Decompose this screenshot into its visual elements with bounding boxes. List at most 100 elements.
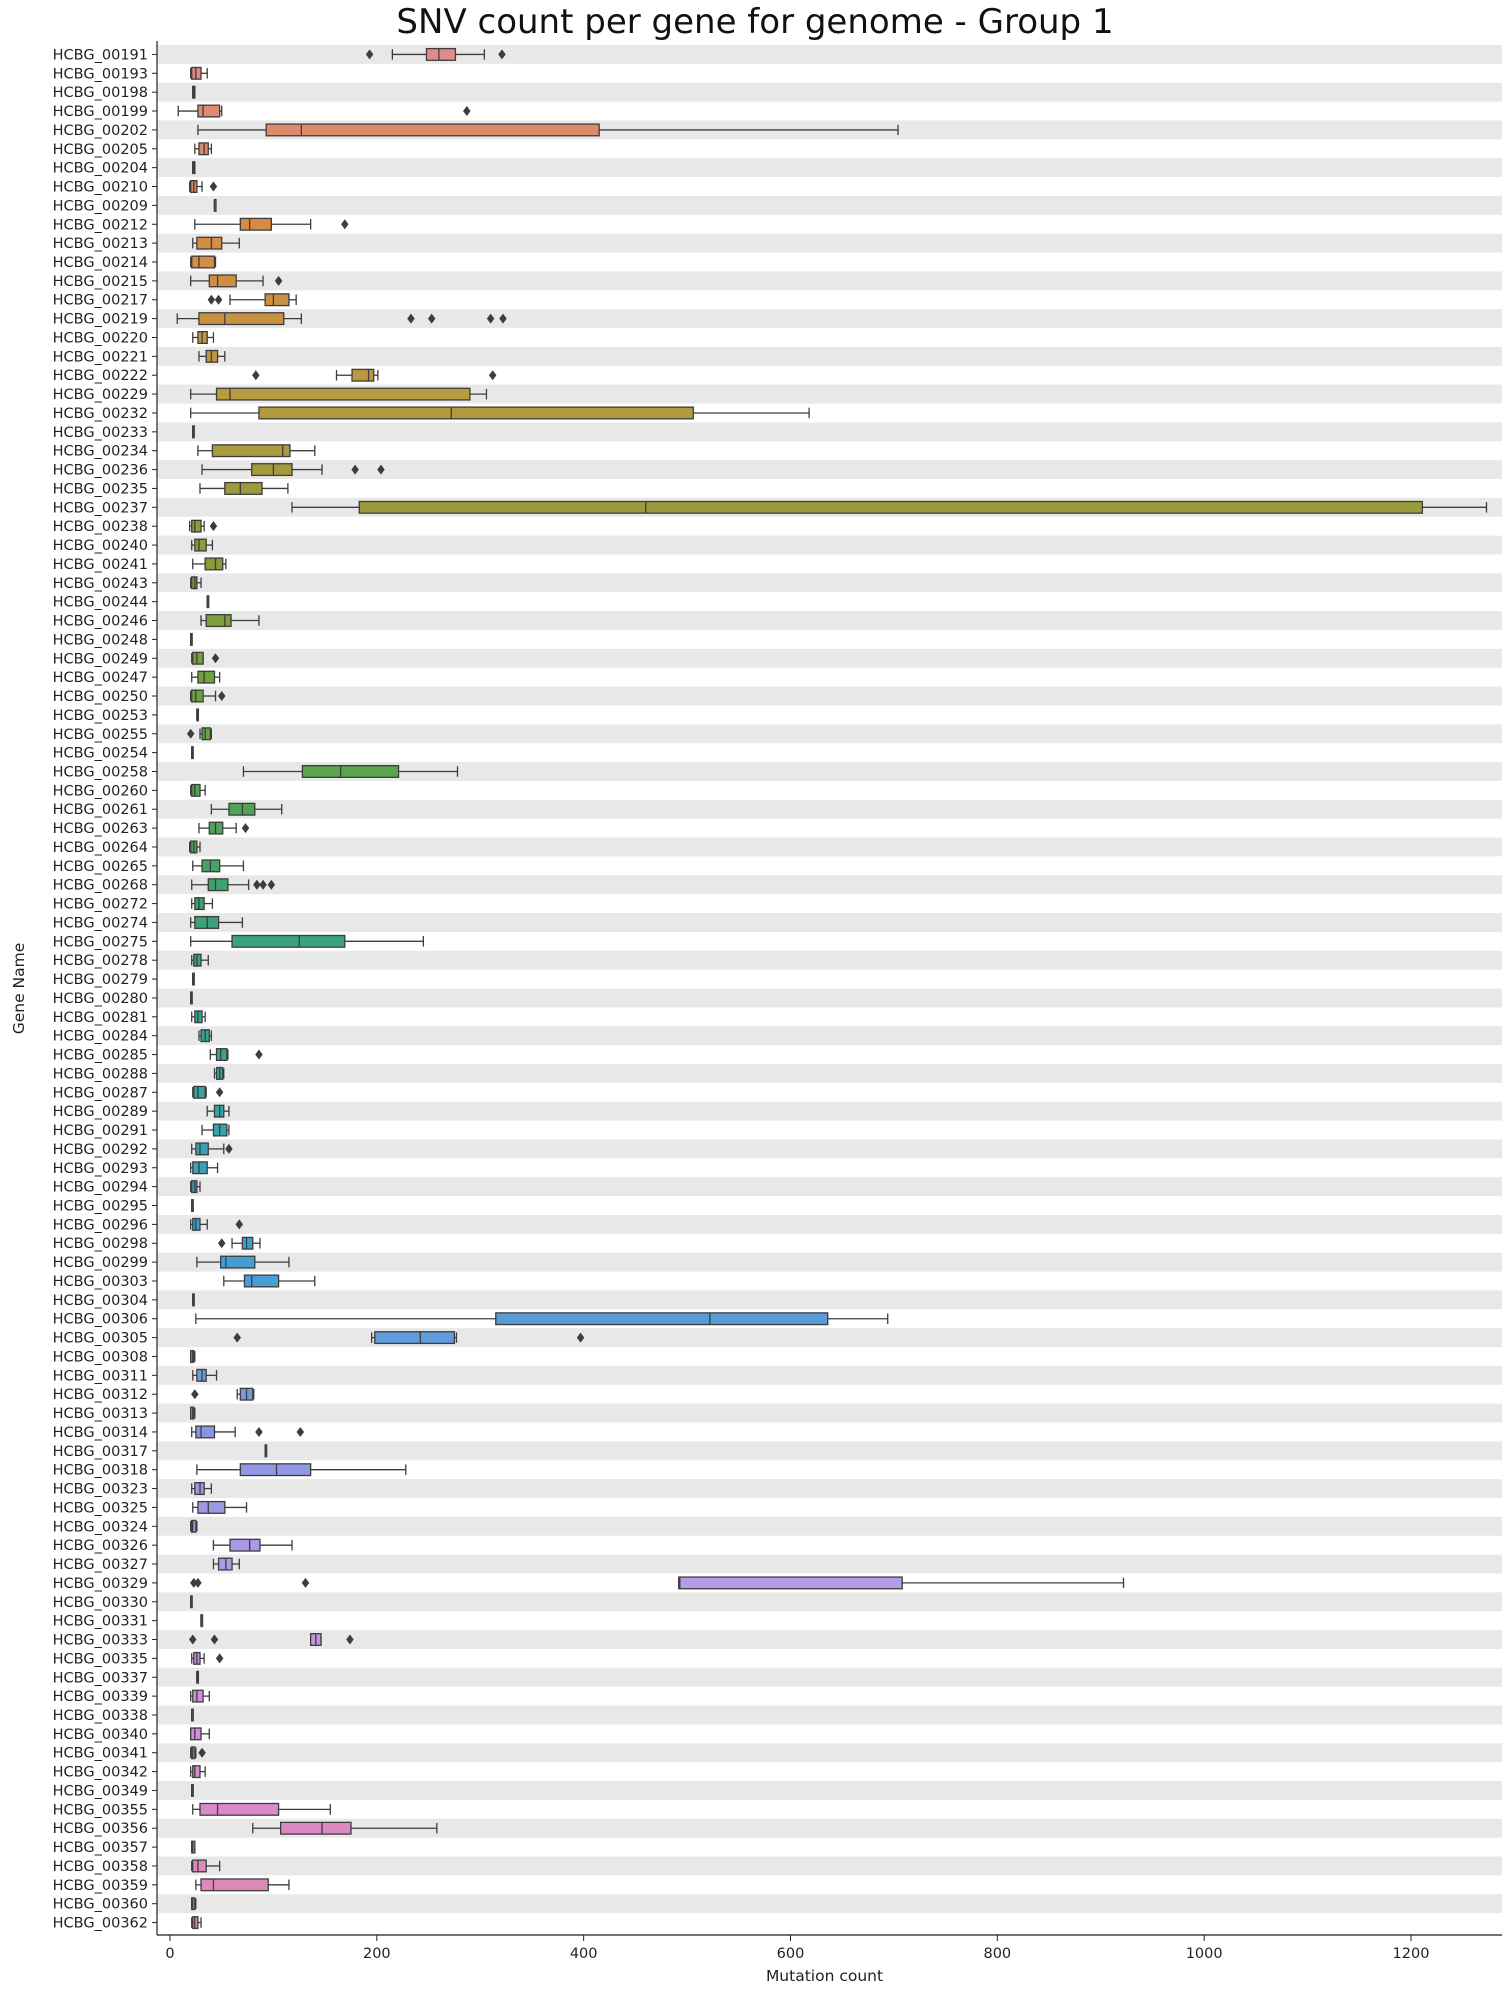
gene-box (191, 1708, 194, 1722)
outlier-point (189, 1634, 197, 1645)
iqr-box (678, 1576, 903, 1590)
outlier-point (498, 49, 506, 60)
row-band (157, 233, 1502, 253)
gene-box (197, 123, 899, 137)
gene-box (200, 614, 260, 628)
gene-box (190, 1746, 206, 1760)
iqr-box (358, 500, 1424, 514)
y-tick-label: HCBG_00289 (53, 1104, 148, 1120)
chart-title: SNV count per gene for genome - Group 1 (396, 2, 1114, 42)
gene-box (212, 1538, 293, 1552)
outlier-point (274, 275, 283, 286)
gene-box (190, 255, 217, 269)
outlier-point (486, 313, 495, 324)
gene-box (365, 47, 506, 61)
y-tick-label: HCBG_00284 (53, 1029, 148, 1045)
y-tick-label: HCBG_00232 (53, 406, 148, 422)
y-tick-label: HCBG_00285 (53, 1048, 148, 1064)
iqr-box (196, 236, 223, 250)
y-tick-label: HCBG_00238 (53, 519, 148, 535)
row-band (157, 686, 1502, 706)
y-tick-label: HCBG_00329 (53, 1576, 148, 1592)
y-tick-label: HCBG_00341 (53, 1746, 148, 1762)
iqr-box (243, 1274, 280, 1288)
y-tick-label: HCBG_00217 (53, 293, 148, 309)
y-tick-label: HCBG_00220 (53, 330, 148, 346)
y-tick-label: HCBG_00337 (53, 1670, 148, 1686)
y-tick-label: HCBG_00240 (53, 538, 148, 554)
gene-box (198, 1029, 213, 1043)
y-tick-label: HCBG_00248 (53, 632, 148, 648)
gene-box (192, 161, 196, 175)
row-band (157, 950, 1502, 970)
row-band (157, 1214, 1502, 1234)
row-band (157, 573, 1502, 593)
outlier-point (463, 106, 471, 117)
row-band (157, 837, 1502, 857)
y-tick-label: HCBG_00274 (53, 915, 148, 931)
row-band (157, 1894, 1502, 1914)
gene-box (192, 1500, 248, 1514)
y-tick-label: HCBG_00293 (53, 1161, 148, 1177)
row-band (157, 1252, 1502, 1272)
gene-box (191, 953, 209, 967)
y-tick-label: HCBG_00296 (53, 1217, 148, 1233)
y-tick-label: HCBG_00233 (53, 425, 148, 441)
gene-box (291, 500, 1488, 514)
row-band (157, 1026, 1502, 1046)
iqr-box (200, 1878, 269, 1892)
y-tick-label: HCBG_00324 (53, 1519, 148, 1535)
iqr-box (224, 481, 263, 495)
gene-box (213, 1066, 225, 1080)
iqr-box (220, 1255, 256, 1269)
outlier-point (255, 1049, 263, 1060)
gene-box (188, 840, 201, 854)
iqr-box (205, 614, 232, 628)
iqr-box (241, 1236, 254, 1250)
x-tick-label: 1200 (1393, 1946, 1430, 1962)
row-band (157, 1328, 1502, 1348)
iqr-box (207, 878, 229, 892)
outlier-point (207, 294, 216, 305)
row-band (157, 913, 1502, 932)
x-tick-label: 200 (363, 1946, 391, 1962)
gene-box (190, 387, 488, 401)
iqr-box (192, 1161, 208, 1175)
gene-box (191, 538, 214, 552)
y-tick-label: HCBG_00244 (53, 595, 148, 611)
y-tick-label: HCBG_00236 (53, 463, 148, 479)
gene-box (190, 1595, 193, 1609)
y-tick-label: HCBG_00263 (53, 821, 148, 837)
y-tick-label: HCBG_00281 (53, 1010, 148, 1026)
iqr-box (199, 1802, 280, 1816)
gene-box (194, 142, 213, 156)
row-band (157, 875, 1502, 895)
outlier-point (190, 1577, 198, 1588)
gene-box (191, 1783, 194, 1797)
y-tick-label: HCBG_00318 (53, 1463, 148, 1479)
iqr-box (201, 727, 211, 741)
y-tick-label: HCBG_00221 (53, 349, 148, 365)
y-tick-label: HCBG_00250 (53, 689, 148, 705)
gene-box (189, 1633, 354, 1647)
iqr-box (191, 255, 216, 269)
iqr-box (211, 444, 291, 458)
outlier-point (346, 1634, 354, 1645)
row-band (157, 1667, 1502, 1687)
y-tick-label: HCBG_00258 (53, 764, 148, 780)
iqr-box (258, 406, 694, 420)
y-tick-label: HCBG_00205 (53, 142, 148, 158)
row-band (157, 611, 1502, 630)
y-tick-label: HCBG_00358 (53, 1859, 148, 1875)
y-tick-label: HCBG_00311 (53, 1368, 148, 1384)
gene-box (195, 1312, 889, 1326)
gene-box (191, 670, 221, 684)
outlier-point (365, 49, 374, 60)
gene-box (210, 802, 283, 816)
row-band (157, 346, 1502, 366)
row-band (157, 762, 1502, 781)
y-tick-label: HCBG_00202 (53, 123, 148, 139)
y-tick-label: HCBG_00253 (53, 708, 148, 724)
y-tick-label: HCBG_00287 (53, 1085, 148, 1101)
y-tick-label: HCBG_00234 (53, 444, 148, 460)
